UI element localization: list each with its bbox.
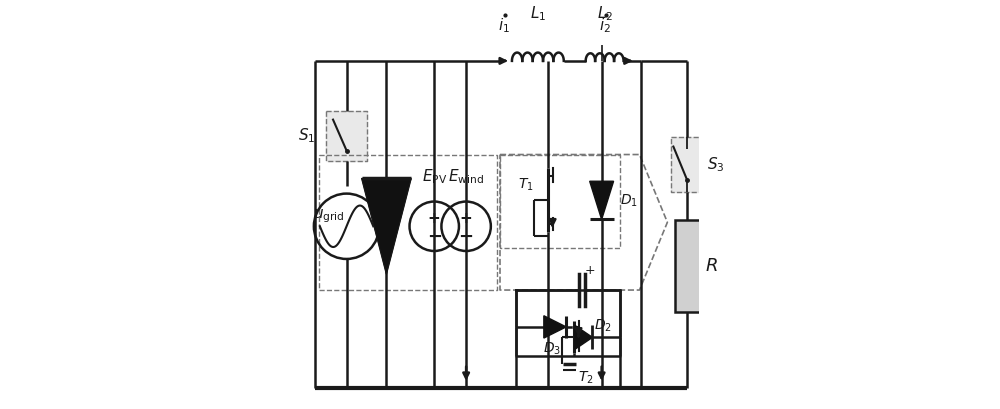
FancyBboxPatch shape bbox=[675, 220, 700, 312]
Text: −: − bbox=[427, 228, 442, 246]
Text: +: + bbox=[460, 211, 472, 226]
Text: $E_{\mathrm{wind}}$: $E_{\mathrm{wind}}$ bbox=[448, 168, 484, 187]
Text: $L_2$: $L_2$ bbox=[597, 4, 613, 23]
Text: $L_1$: $L_1$ bbox=[530, 4, 546, 23]
Text: $R$: $R$ bbox=[705, 257, 718, 275]
Polygon shape bbox=[544, 316, 566, 338]
Polygon shape bbox=[590, 181, 614, 220]
Polygon shape bbox=[362, 178, 411, 274]
Text: $D_2$: $D_2$ bbox=[594, 317, 612, 334]
Text: $D_1$: $D_1$ bbox=[620, 192, 637, 209]
Text: $u_{\mathrm{grid}}$: $u_{\mathrm{grid}}$ bbox=[313, 207, 344, 225]
Text: $S_1$: $S_1$ bbox=[298, 126, 316, 145]
Text: −: − bbox=[459, 228, 474, 246]
Polygon shape bbox=[326, 111, 367, 160]
Text: $S_3$: $S_3$ bbox=[707, 155, 725, 174]
Text: +: + bbox=[428, 211, 441, 226]
Text: $i_1$: $i_1$ bbox=[498, 16, 510, 35]
Text: $T_2$: $T_2$ bbox=[578, 369, 593, 386]
Text: $E_{\mathrm{PV}}$: $E_{\mathrm{PV}}$ bbox=[422, 168, 447, 187]
Polygon shape bbox=[575, 326, 592, 349]
Text: $T_1$: $T_1$ bbox=[518, 176, 534, 193]
Polygon shape bbox=[671, 137, 704, 192]
Text: $+$: $+$ bbox=[584, 264, 595, 276]
Text: $i_2$: $i_2$ bbox=[599, 16, 611, 35]
Text: $D_3$: $D_3$ bbox=[543, 341, 561, 357]
